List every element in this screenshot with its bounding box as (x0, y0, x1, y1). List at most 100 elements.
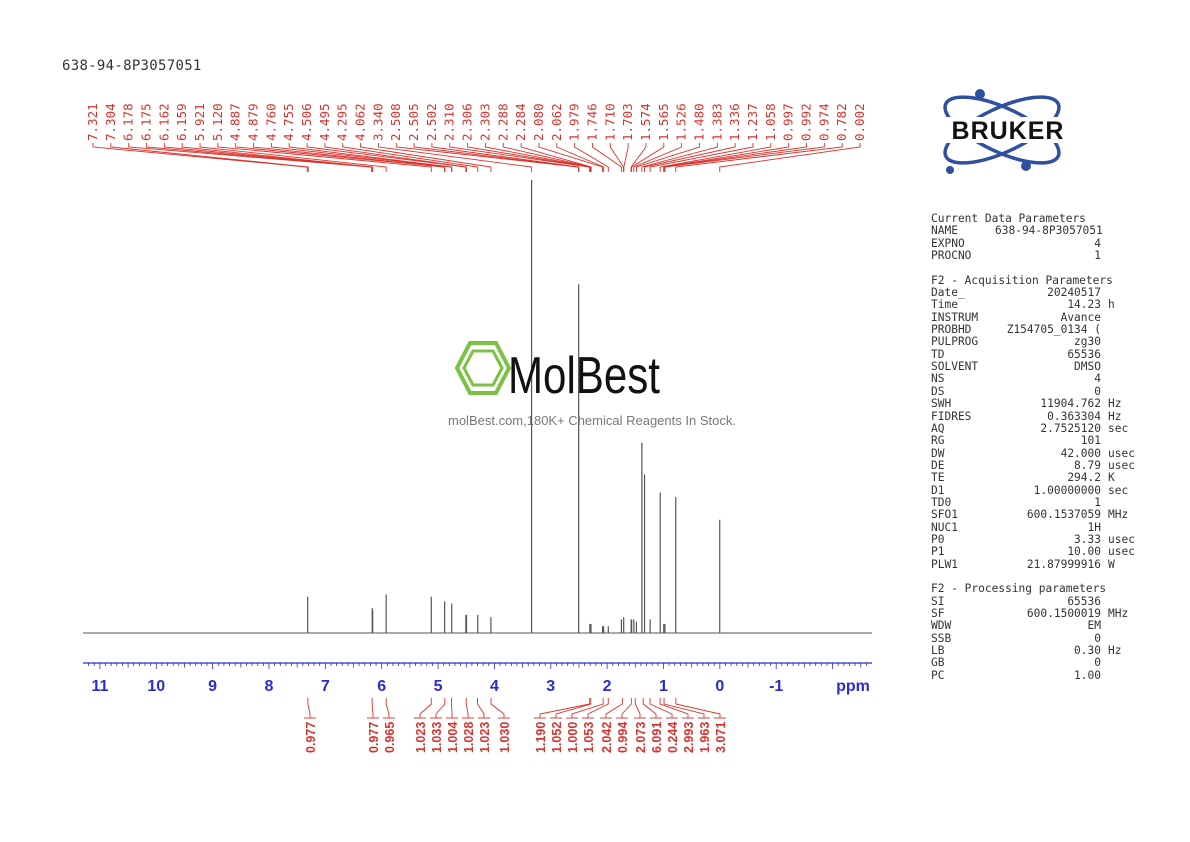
peak-label: 7.304 (103, 103, 118, 141)
param-value: 3.33 (1074, 532, 1101, 546)
param-value: 1H (1087, 520, 1101, 534)
param-row-current: NAME 638-94-8P3057051 (931, 224, 1135, 237)
peak-label: 4.506 (299, 103, 314, 141)
param-unit: h (1108, 298, 1115, 312)
param-row-acquisition: INSTRUM Avance (931, 310, 1135, 324)
param-name: WDW (931, 619, 952, 633)
param-value: 2.7525120 (1040, 421, 1101, 435)
param-unit: usec (1108, 458, 1135, 472)
integral-value: 1.023 (478, 722, 492, 753)
integral-value: 0.977 (304, 722, 318, 753)
molbest-logo: MolBest (450, 338, 700, 405)
param-unit: K (1108, 471, 1115, 485)
peak-label-leader (630, 143, 647, 172)
x-tick-label: 0 (715, 678, 724, 695)
integral-value: 1.052 (550, 722, 564, 753)
integral-value: 2.993 (682, 722, 696, 753)
param-value: DMSO (1074, 360, 1101, 374)
param-name: Date_ (931, 286, 965, 300)
param-unit (1101, 633, 1108, 645)
peak-label-leader (574, 143, 609, 172)
peak-label-leader (633, 143, 683, 172)
param-row-acquisition: DS 0 (931, 384, 1135, 398)
integral-value: 2.073 (634, 722, 648, 753)
molbest-brand-text: MolBest (508, 347, 660, 404)
processing-params-title: F2 - Processing parameters (931, 582, 1107, 596)
peak-label: 2.508 (388, 103, 403, 141)
peak-label: 1.703 (620, 103, 635, 141)
param-row-acquisition: SOLVENT DMSO (931, 360, 1135, 374)
parameters-panel: Current Data Parameters NAME 638-94-8P305… (931, 212, 1135, 682)
integral-value: 1.004 (446, 722, 460, 753)
peak-label-leader (664, 143, 825, 172)
peak-label-leader (659, 143, 772, 172)
param-value: 65536 (1067, 347, 1101, 361)
integral-value: 0.994 (616, 722, 630, 753)
param-name: DS (931, 384, 945, 398)
param-unit (1101, 596, 1108, 608)
param-value: 14.23 (1067, 298, 1101, 312)
param-name: P0 (931, 532, 945, 546)
param-row-acquisition: TD 65536 (931, 347, 1135, 361)
peak-label-leader (342, 143, 479, 172)
peak-label: 2.306 (460, 103, 475, 141)
integral-leader (419, 698, 432, 718)
param-row-processing: WDW EM (931, 619, 1135, 633)
param-value: 1.00000000 (1033, 483, 1101, 497)
param-row-acquisition: SWH 11904.762 Hz (931, 397, 1135, 411)
param-unit: usec (1108, 545, 1135, 559)
peak-label-leader (556, 143, 605, 172)
param-unit: sec (1108, 421, 1129, 435)
peak-label: 7.321 (85, 103, 100, 141)
peak-label: 2.505 (406, 103, 421, 141)
peak-label: 6.159 (174, 103, 189, 141)
param-row-acquisition: NUC1 1H (931, 520, 1135, 534)
integral-value: 0.965 (383, 722, 397, 753)
param-name: INSTRUM (931, 310, 979, 324)
x-tick-label: 4 (490, 678, 499, 695)
integral-leader (435, 698, 446, 718)
param-name: NUC1 (931, 520, 958, 534)
param-name: DE (931, 458, 945, 472)
param-unit (1101, 497, 1108, 509)
param-row-acquisition: D1 1.00000000 sec (931, 483, 1135, 497)
integral-leader (385, 698, 390, 718)
peak-label: 6.178 (121, 103, 136, 141)
param-row-acquisition: Date_ 20240517 (931, 286, 1135, 300)
peak-label: 2.080 (531, 103, 546, 141)
peak-label-leader (199, 143, 387, 172)
param-unit: usec (1108, 532, 1135, 546)
spectrum-plot (83, 180, 872, 634)
x-tick-label: 8 (265, 678, 274, 695)
integral-leader (659, 698, 689, 718)
x-tick-label: -1 (769, 678, 783, 695)
peak-label: 1.574 (638, 103, 653, 141)
x-tick-label: 9 (208, 678, 217, 695)
param-unit: Hz (1108, 397, 1122, 411)
peak-label-leader (360, 143, 492, 172)
peak-label: 2.310 (442, 103, 457, 141)
param-row-acquisition: AQ 2.7525120 sec (931, 421, 1135, 435)
param-unit (1101, 435, 1108, 447)
x-tick-label: 6 (377, 678, 386, 695)
peak-label-leader (217, 143, 432, 172)
param-row-acquisition: NS 4 (931, 373, 1135, 386)
param-row-acquisition: FIDRES 0.363304 Hz (931, 410, 1135, 423)
param-value: 0 (1094, 631, 1101, 645)
peak-label: 4.495 (317, 103, 332, 141)
peak-label: 1.710 (602, 103, 617, 141)
param-value: 294.2 (1067, 471, 1101, 485)
param-name: D1 (931, 483, 945, 497)
peak-label: 2.062 (549, 103, 564, 141)
peak-label: 1.746 (584, 103, 599, 141)
param-name: SWH (931, 397, 952, 411)
param-value: 0.30 (1074, 644, 1101, 658)
param-name: SI (931, 594, 945, 608)
peak-label: 1.979 (567, 103, 582, 141)
integral-leader (465, 698, 469, 718)
param-name: EXPNO (931, 236, 965, 250)
param-value: EM (1087, 619, 1101, 633)
x-tick-label: 1 (659, 678, 668, 695)
param-value: 600.1500019 (1026, 607, 1101, 620)
integral-leader (587, 698, 609, 718)
